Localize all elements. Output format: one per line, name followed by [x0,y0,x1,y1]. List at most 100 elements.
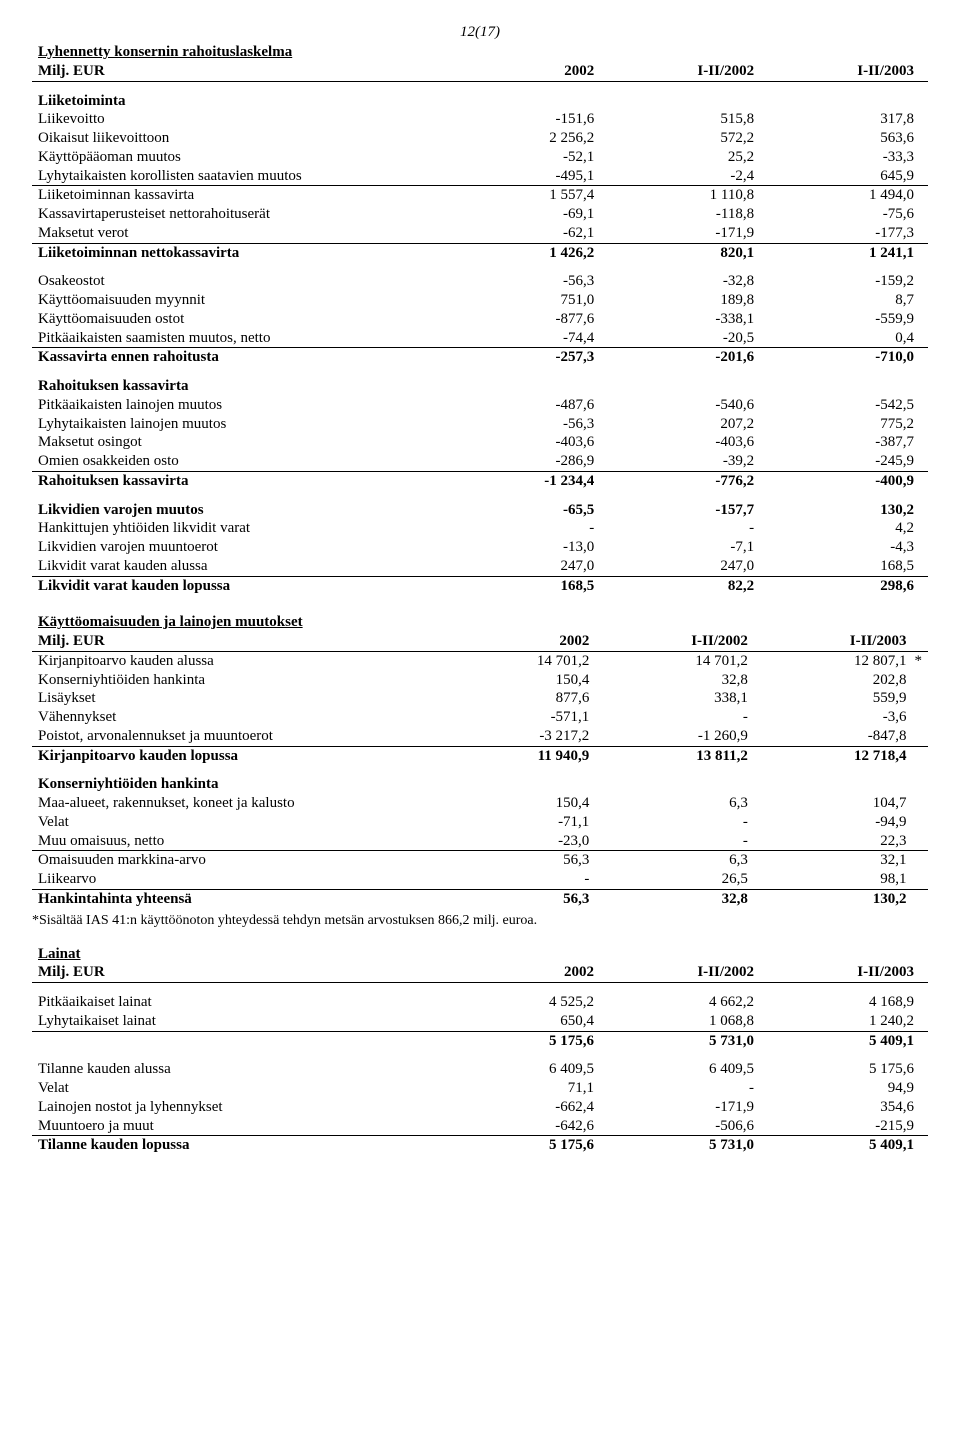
t1-r8-c: 1 241,1 [760,243,920,262]
fixed-assets-table: Käyttöomaisuuden ja lainojen muutokset M… [32,613,928,908]
t2-r2-b: 32,8 [595,671,754,690]
t1-r4-l: Lyhytaikaisten korollisten saatavien muu… [32,167,440,186]
t2-r12-b: 32,8 [595,889,754,908]
t2-r3-l: Lisäykset [32,689,437,708]
t1-r4-a: -495,1 [440,167,600,186]
t1-r1-c: 317,8 [760,110,920,129]
t1-r21-a: -13,0 [440,538,600,557]
t2-col1: 2002 [437,632,595,651]
t2-sec-konserni: Konserniyhtiöiden hankinta [32,775,437,794]
t1-r23-b: 82,2 [600,576,760,595]
t1-r7-c: -177,3 [760,224,920,243]
t2-col2: I-II/2002 [595,632,754,651]
t2-r11-c: 98,1 [754,870,913,889]
t1-r2-l: Oikaisut liikevoittoon [32,129,440,148]
t1-r6-l: Kassavirtaperusteiset nettorahoituserät [32,205,440,224]
t1-r8-a: 1 426,2 [440,243,600,262]
t3-r5-c: 94,9 [760,1079,920,1098]
t2-r4-l: Vähennykset [32,708,437,727]
t2-r5-l: Poistot, arvonalennukset ja muuntoerot [32,727,437,746]
t3-r2-a: 650,4 [440,1012,600,1031]
t2-r1-c: 12 807,1 [754,651,913,670]
t1-r12-b: -20,5 [600,329,760,348]
t1-r21-b: -7,1 [600,538,760,557]
t3-r3-b: 5 731,0 [600,1031,760,1050]
t1-r15-c: 775,2 [760,415,920,434]
t2-r10-a: 56,3 [437,851,595,870]
t1-col2: I-II/2002 [600,62,760,81]
t3-r8-l: Tilanne kauden lopussa [32,1136,440,1155]
t2-r6-b: 13 811,2 [595,746,754,765]
t3-r7-a: -642,6 [440,1117,600,1136]
t2-r3-a: 877,6 [437,689,595,708]
t1-r15-l: Lyhytaikaisten lainojen muutos [32,415,440,434]
t2-r7-l: Maa-alueet, rakennukset, koneet ja kalus… [32,794,437,813]
t1-r10-l: Käyttöomaisuuden myynnit [32,291,440,310]
t2-r10-c: 32,1 [754,851,913,870]
t1-r17-l: Omien osakkeiden osto [32,452,440,471]
t1-r23-l: Likvidit varat kauden lopussa [32,576,440,595]
t1-r11-l: Käyttöomaisuuden ostot [32,310,440,329]
t3-r4-a: 6 409,5 [440,1060,600,1079]
t1-r14-l: Pitkäaikaisten lainojen muutos [32,396,440,415]
t1-r16-b: -403,6 [600,433,760,452]
t2-r9-c: 22,3 [754,832,913,851]
t1-r15-a: -56,3 [440,415,600,434]
t1-r2-b: 572,2 [600,129,760,148]
t1-col3: I-II/2003 [760,62,920,81]
t2-r6-a: 11 940,9 [437,746,595,765]
t3-r4-l: Tilanne kauden alussa [32,1060,440,1079]
t2-r8-a: -71,1 [437,813,595,832]
t1-r14-a: -487,6 [440,396,600,415]
t1-r22-c: 168,5 [760,557,920,576]
t2-r2-a: 150,4 [437,671,595,690]
page-number: 12(17) [32,24,928,41]
t1-title2: Milj. EUR [32,62,440,81]
t2-r9-l: Muu omaisuus, netto [32,832,437,851]
t2-title2: Milj. EUR [32,632,437,651]
t1-r3-l: Käyttöpääoman muutos [32,148,440,167]
t1-r9-c: -159,2 [760,272,920,291]
t1-r6-a: -69,1 [440,205,600,224]
t1-r7-b: -171,9 [600,224,760,243]
t1-r7-l: Maksetut verot [32,224,440,243]
t2-r1-ext: * [912,651,928,670]
t2-r6-c: 12 718,4 [754,746,913,765]
t1-r9-l: Osakeostot [32,272,440,291]
t3-r2-c: 1 240,2 [760,1012,920,1031]
t3-r6-b: -171,9 [600,1098,760,1117]
loans-table: Lainat Milj. EUR 2002 I-II/2002 I-II/200… [32,945,928,1156]
t1-r10-c: 8,7 [760,291,920,310]
t3-r5-a: 71,1 [440,1079,600,1098]
t2-col3: I-II/2003 [754,632,913,651]
t1-r4-b: -2,4 [600,167,760,186]
t1-r22-l: Likvidit varat kauden alussa [32,557,440,576]
t3-r1-b: 4 662,2 [600,993,760,1012]
t2-r7-c: 104,7 [754,794,913,813]
t1-r5-l: Liiketoiminnan kassavirta [32,186,440,205]
t3-r3-c: 5 409,1 [760,1031,920,1050]
t2-r10-b: 6,3 [595,851,754,870]
t1-r19-l: Likvidien varojen muutos [32,501,440,520]
t2-r1-l: Kirjanpitoarvo kauden alussa [32,651,437,670]
t2-r9-b: - [595,832,754,851]
t1-r10-b: 189,8 [600,291,760,310]
t3-r2-l: Lyhytaikaiset lainat [32,1012,440,1031]
t1-r19-c: 130,2 [760,501,920,520]
t1-r3-a: -52,1 [440,148,600,167]
t1-r16-c: -387,7 [760,433,920,452]
t3-r3-a: 5 175,6 [440,1031,600,1050]
t1-r11-b: -338,1 [600,310,760,329]
t2-r5-a: -3 217,2 [437,727,595,746]
t1-r19-a: -65,5 [440,501,600,520]
t2-r4-b: - [595,708,754,727]
t2-r12-c: 130,2 [754,889,913,908]
t2-r12-l: Hankintahinta yhteensä [32,889,437,908]
t3-col3: I-II/2003 [760,963,920,982]
t3-r6-c: 354,6 [760,1098,920,1117]
t1-r20-b: - [600,519,760,538]
t3-r1-a: 4 525,2 [440,993,600,1012]
t1-r18-l: Rahoituksen kassavirta [32,471,440,490]
t1-r19-b: -157,7 [600,501,760,520]
t1-r6-b: -118,8 [600,205,760,224]
